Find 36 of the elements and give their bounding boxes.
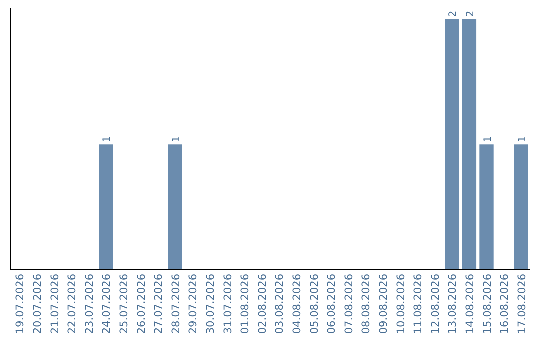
- x-tick-label: 08.08.2026: [360, 274, 373, 334]
- x-tick-label: 10.08.2026: [395, 274, 408, 334]
- x-tick-label: 27.07.2026: [153, 274, 166, 334]
- x-tick-label: 30.07.2026: [204, 274, 217, 334]
- data-label: 1: [517, 136, 528, 143]
- data-label: 2: [465, 10, 476, 18]
- x-tick-label: 24.07.2026: [101, 274, 114, 334]
- x-tick-label: 29.07.2026: [188, 274, 200, 334]
- x-tick-label: 21.07.2026: [49, 274, 62, 334]
- x-tick-label: 03.08.2026: [274, 274, 286, 334]
- data-label: 2: [448, 10, 460, 18]
- x-tick-label: 26.07.2026: [136, 274, 148, 334]
- data-label: 1: [102, 136, 114, 143]
- x-tick-label: 02.08.2026: [256, 274, 269, 334]
- x-tick-label: 17.08.2026: [516, 274, 528, 334]
- x-tick-label: 05.08.2026: [308, 274, 321, 334]
- x-tick-label: 07.08.2026: [343, 274, 356, 334]
- x-tick-label: 22.07.2026: [66, 274, 79, 334]
- x-tick-label: 28.07.2026: [170, 274, 182, 334]
- x-tick-label: 14.08.2026: [464, 274, 476, 334]
- x-tick-label: 12.08.2026: [430, 274, 442, 334]
- x-tick-label: 13.08.2026: [447, 274, 460, 334]
- data-label: 1: [482, 136, 494, 143]
- x-tick-label: 15.08.2026: [482, 274, 494, 334]
- x-tick-label: 20.07.2026: [32, 274, 44, 334]
- x-tick-label: 23.07.2026: [84, 274, 96, 334]
- x-tick-label: 06.08.2026: [326, 274, 338, 334]
- data-label: 1: [171, 136, 182, 143]
- x-tick-label: 01.08.2026: [240, 274, 252, 334]
- x-tick-label: 25.07.2026: [118, 274, 130, 334]
- x-tick-label: 11.08.2026: [412, 274, 425, 334]
- x-tick-label: 19.07.2026: [14, 274, 27, 334]
- x-tick-label: 09.08.2026: [378, 274, 390, 334]
- x-tick-label: 04.08.2026: [291, 274, 304, 334]
- x-tick-label: 31.07.2026: [222, 274, 234, 334]
- x-tick-label: 16.08.2026: [499, 274, 512, 334]
